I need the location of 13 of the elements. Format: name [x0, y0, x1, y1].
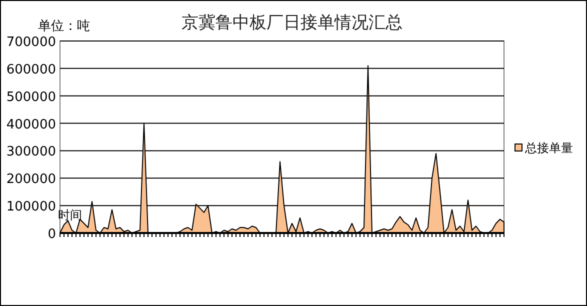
y-tick-label: 700000 — [6, 35, 56, 50]
y-tick-label: 400000 — [6, 117, 56, 132]
legend: 总接单量 — [514, 141, 573, 155]
y-tick-label: 500000 — [6, 90, 56, 105]
y-tick-label: 600000 — [6, 62, 56, 78]
legend-label: 总接单量 — [524, 141, 573, 155]
y-tick-label: 0 — [48, 227, 56, 242]
chart-title: 京冀鲁中板厂日接单情况汇总 — [182, 13, 402, 33]
y-tick-label: 100000 — [6, 200, 56, 215]
y-tick-label: 300000 — [6, 144, 56, 160]
x-axis-title: 时间 — [58, 208, 82, 222]
y-axis-title: 单位：吨 — [38, 19, 90, 34]
y-tick-label: 200000 — [6, 172, 56, 188]
